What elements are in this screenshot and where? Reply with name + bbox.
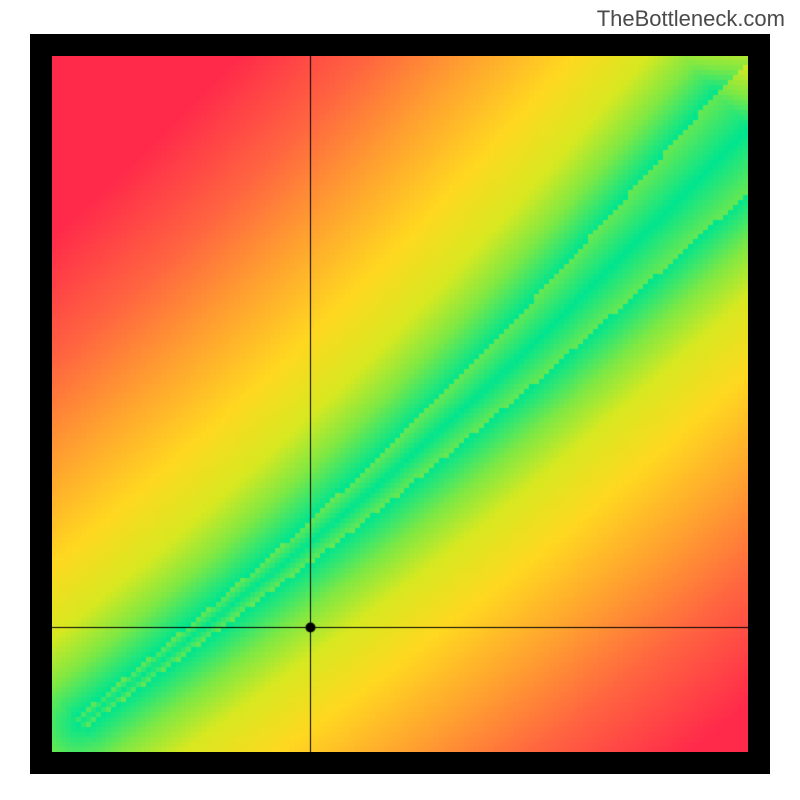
chart-frame (30, 34, 770, 774)
watermark-text: TheBottleneck.com (5, 0, 795, 34)
bottleneck-heatmap (52, 56, 748, 752)
